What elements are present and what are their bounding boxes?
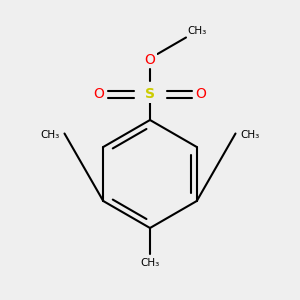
Text: CH₃: CH₃: [240, 130, 259, 140]
Text: O: O: [196, 88, 206, 101]
Text: O: O: [94, 88, 104, 101]
Text: CH₃: CH₃: [140, 258, 160, 268]
Text: CH₃: CH₃: [41, 130, 60, 140]
Text: O: O: [145, 53, 155, 67]
Text: S: S: [145, 88, 155, 101]
Text: CH₃: CH₃: [188, 26, 207, 36]
